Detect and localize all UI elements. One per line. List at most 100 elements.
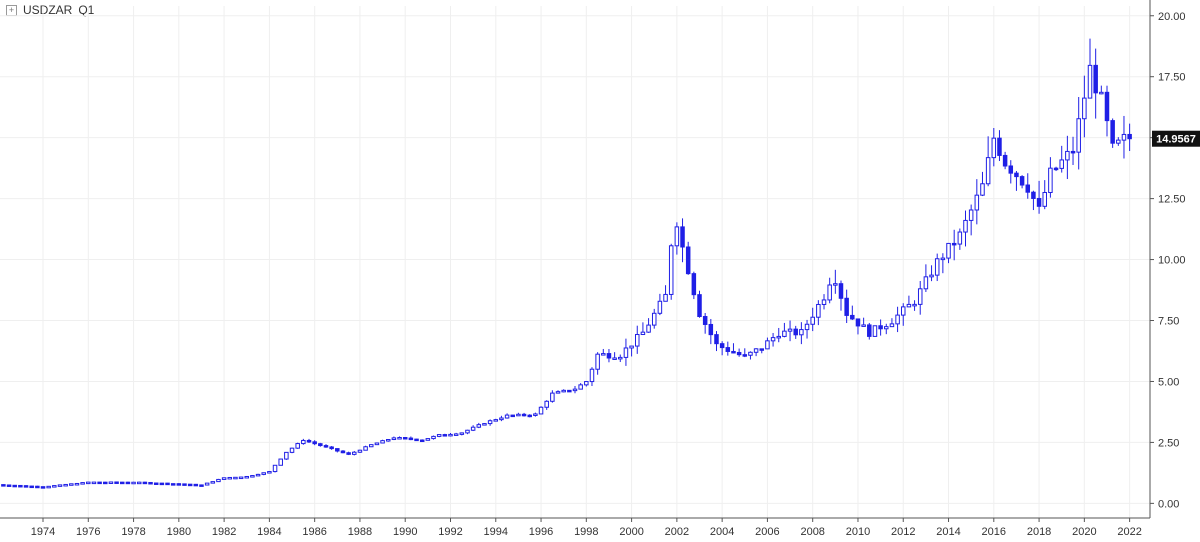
candle-body <box>408 437 414 441</box>
candle-body <box>131 481 136 485</box>
period-label: Q1 <box>78 3 95 17</box>
candle-body <box>335 448 340 452</box>
x-tick-label: 2012 <box>891 526 915 538</box>
expand-icon[interactable]: + <box>6 4 17 16</box>
candle-body <box>284 451 289 460</box>
candle-body <box>216 478 221 483</box>
x-tick-label: 2008 <box>800 526 824 538</box>
candle-body <box>606 353 612 359</box>
candle-body <box>74 482 80 486</box>
y-tick-label: 7.50 <box>1158 316 1179 328</box>
candle-body <box>504 414 510 419</box>
candle-body <box>1 484 6 487</box>
x-tick-label: 1978 <box>121 526 145 538</box>
candle-body <box>895 314 900 325</box>
candle-body <box>1093 64 1098 94</box>
candle-body <box>1008 165 1014 174</box>
x-tick-label: 1996 <box>529 526 553 538</box>
x-tick-label: 1992 <box>438 526 462 538</box>
candle-body <box>385 439 391 442</box>
candle-body <box>244 475 250 479</box>
candle-body <box>289 447 295 453</box>
candle-body <box>187 483 193 487</box>
candle-body <box>850 314 855 320</box>
candle-body <box>1048 167 1053 193</box>
x-tick-label: 1986 <box>302 526 326 538</box>
candle-body <box>538 406 544 415</box>
candle-body <box>267 471 272 474</box>
x-tick-label: 1976 <box>76 526 100 538</box>
candle-body <box>578 384 583 390</box>
candle-body <box>776 335 781 339</box>
x-tick-label: 1984 <box>257 526 281 538</box>
candle-body <box>1076 118 1081 153</box>
candle-body <box>108 481 114 484</box>
candle-body <box>923 276 929 290</box>
candle-body <box>584 381 589 386</box>
candle-body <box>736 351 742 356</box>
candle-body <box>544 400 549 408</box>
candle-body <box>23 485 29 488</box>
candle-body <box>946 242 951 259</box>
candle-body <box>680 226 685 248</box>
candle-body <box>1087 64 1093 99</box>
candle-body <box>476 424 482 428</box>
candle-body <box>306 439 312 443</box>
candle-body <box>601 353 606 356</box>
candle-body <box>968 209 974 221</box>
candle-body <box>199 484 204 487</box>
candle-body <box>691 273 697 296</box>
candle-body <box>119 481 125 485</box>
candle-body <box>40 486 46 489</box>
candle-body <box>125 481 131 485</box>
y-tick-label: 5.00 <box>1158 376 1179 388</box>
candles <box>1 38 1132 489</box>
candle-body <box>80 482 85 485</box>
candle-body <box>1002 154 1008 167</box>
candle-body <box>170 483 176 486</box>
x-tick-label: 2002 <box>665 526 689 538</box>
candle-body <box>906 303 912 308</box>
y-tick-label: 10.00 <box>1158 255 1186 267</box>
candle-body <box>459 432 465 435</box>
candle-body <box>555 391 561 394</box>
candle-body <box>97 481 102 485</box>
candle-body <box>1025 184 1031 193</box>
candle-body <box>731 350 736 354</box>
candle-body <box>340 450 346 454</box>
candle-body <box>369 444 374 448</box>
candle-body <box>204 482 210 486</box>
candle-body <box>844 297 849 316</box>
y-tick-label: 17.50 <box>1158 72 1186 84</box>
candle-body <box>827 284 832 301</box>
candle-body <box>165 482 170 486</box>
candle-body <box>623 347 629 358</box>
candle-body <box>329 446 334 450</box>
candle-body <box>114 481 119 484</box>
candle-body <box>1036 197 1042 207</box>
candle-body <box>453 433 459 436</box>
candle-body <box>782 330 787 337</box>
candle-body <box>567 389 572 393</box>
x-tick-label: 1988 <box>348 526 372 538</box>
candle-body <box>278 458 283 466</box>
candle-body <box>799 329 804 336</box>
last-price-marker: 14.9567 <box>1152 130 1200 147</box>
candle-body <box>442 434 448 437</box>
x-tick-label: 1990 <box>393 526 417 538</box>
candle-body <box>233 476 238 480</box>
candle-body <box>714 334 719 345</box>
candle-body <box>742 354 748 357</box>
candle-body <box>52 485 57 488</box>
candle-body <box>1110 120 1115 144</box>
candle-body <box>668 245 674 295</box>
candle-body <box>1070 150 1076 154</box>
x-tick-label: 1994 <box>484 526 508 538</box>
candle-body <box>250 475 255 478</box>
candle-body <box>708 323 714 336</box>
candle-body <box>227 476 233 480</box>
candle-body <box>1121 133 1127 141</box>
candle-body <box>940 257 946 261</box>
candle-body <box>18 484 23 488</box>
